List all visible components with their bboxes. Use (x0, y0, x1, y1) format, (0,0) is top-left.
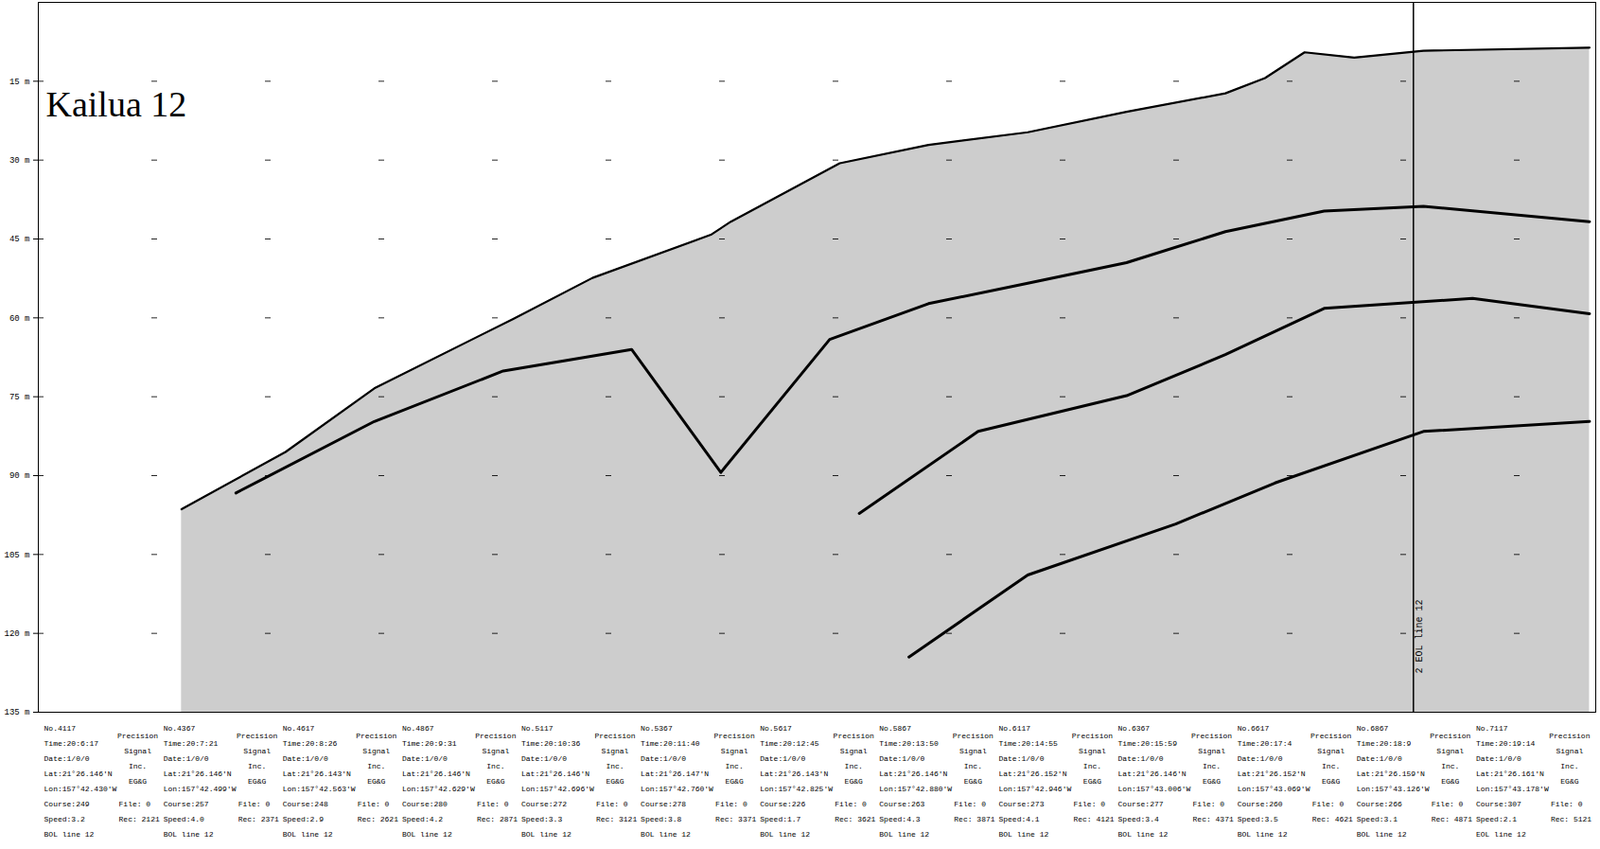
svg-text:15 m: 15 m (9, 77, 31, 88)
svg-text:File: 0Rec: 3371: File: 0Rec: 3371 (715, 799, 757, 824)
svg-text:No.4617Time:20:8:26Date:1/0/0L: No.4617Time:20:8:26Date:1/0/0Lat:21°26.1… (282, 723, 356, 839)
svg-text:PrecisionSignalInc.EG&G: PrecisionSignalInc.EG&G (117, 731, 159, 786)
svg-text:PrecisionSignalInc.EG&G: PrecisionSignalInc.EG&G (952, 731, 994, 786)
svg-text:File: 0Rec: 3621: File: 0Rec: 3621 (834, 799, 876, 824)
svg-text:PrecisionSignalInc.EG&G: PrecisionSignalInc.EG&G (1072, 731, 1113, 786)
svg-text:90 m: 90 m (9, 471, 31, 481)
svg-text:No.4867Time:20:9:31Date:1/0/0L: No.4867Time:20:9:31Date:1/0/0Lat:21°26.1… (402, 723, 475, 839)
svg-text:No.5117Time:20:10:36Date:1/0/0: No.5117Time:20:10:36Date:1/0/0Lat:21°26.… (521, 723, 595, 839)
svg-text:No.5367Time:20:11:40Date:1/0/0: No.5367Time:20:11:40Date:1/0/0Lat:21°26.… (640, 723, 714, 839)
svg-text:105 m: 105 m (3, 550, 30, 561)
svg-text:45 m: 45 m (9, 234, 31, 245)
svg-text:No.4117Time:20:6:17Date:1/0/0L: No.4117Time:20:6:17Date:1/0/0Lat:21°26.1… (44, 723, 118, 839)
svg-text:60 m: 60 m (9, 314, 31, 324)
svg-text:File: 0Rec: 2621: File: 0Rec: 2621 (357, 799, 399, 824)
svg-text:File: 0Rec: 2371: File: 0Rec: 2371 (238, 799, 280, 824)
svg-text:PrecisionSignalInc.EG&G: PrecisionSignalInc.EG&G (594, 731, 635, 786)
svg-text:PrecisionSignalInc.EG&G: PrecisionSignalInc.EG&G (1310, 731, 1352, 786)
svg-text:No.6617Time:20:17:4Date:1/0/0L: No.6617Time:20:17:4Date:1/0/0Lat:21°26.1… (1237, 723, 1311, 839)
svg-text:PrecisionSignalInc.EG&G: PrecisionSignalInc.EG&G (1548, 731, 1590, 786)
svg-text:File: 0Rec: 3871: File: 0Rec: 3871 (953, 799, 995, 824)
svg-text:No.7117Time:20:19:14Date:1/0/0: No.7117Time:20:19:14Date:1/0/0Lat:21°26.… (1476, 723, 1549, 839)
svg-text:File: 0Rec: 4621: File: 0Rec: 4621 (1312, 799, 1354, 824)
svg-text:File: 0Rec: 5121: File: 0Rec: 5121 (1550, 799, 1592, 824)
svg-text:No.6117Time:20:14:55Date:1/0/0: No.6117Time:20:14:55Date:1/0/0Lat:21°26.… (998, 723, 1072, 839)
svg-text:No.5617Time:20:12:45Date:1/0/0: No.5617Time:20:12:45Date:1/0/0Lat:21°26.… (759, 723, 833, 839)
svg-text:Kailua 12: Kailua 12 (46, 84, 188, 124)
svg-text:PrecisionSignalInc.EG&G: PrecisionSignalInc.EG&G (355, 731, 397, 786)
svg-text:File: 0Rec: 4371: File: 0Rec: 4371 (1193, 799, 1234, 824)
svg-text:75 m: 75 m (9, 392, 31, 403)
svg-text:File: 0Rec: 4871: File: 0Rec: 4871 (1431, 799, 1473, 824)
svg-text:PrecisionSignalInc.EG&G: PrecisionSignalInc.EG&G (833, 731, 875, 786)
svg-text:No.4367Time:20:7:21Date:1/0/0L: No.4367Time:20:7:21Date:1/0/0Lat:21°26.1… (163, 723, 237, 839)
svg-text:File: 0Rec: 2871: File: 0Rec: 2871 (476, 799, 518, 824)
svg-text:30 m: 30 m (9, 156, 31, 166)
svg-text:PrecisionSignalInc.EG&G: PrecisionSignalInc.EG&G (236, 731, 278, 786)
svg-text:No.5867Time:20:13:50Date:1/0/0: No.5867Time:20:13:50Date:1/0/0Lat:21°26.… (879, 723, 952, 839)
svg-text:PrecisionSignalInc.EG&G: PrecisionSignalInc.EG&G (713, 731, 755, 786)
svg-text:No.6367Time:20:15:59Date:1/0/0: No.6367Time:20:15:59Date:1/0/0Lat:21°26.… (1118, 723, 1192, 839)
svg-text:2 EOL line 12: 2 EOL line 12 (1414, 598, 1425, 673)
svg-text:PrecisionSignalInc.EG&G: PrecisionSignalInc.EG&G (1191, 731, 1232, 786)
svg-text:135 m: 135 m (3, 707, 30, 718)
svg-text:No.6867Time:20:18:9Date:1/0/0L: No.6867Time:20:18:9Date:1/0/0Lat:21°26.1… (1356, 723, 1430, 839)
svg-text:PrecisionSignalInc.EG&G: PrecisionSignalInc.EG&G (1429, 731, 1471, 786)
svg-text:File: 0Rec: 4121: File: 0Rec: 4121 (1072, 799, 1114, 824)
svg-text:File: 0Rec: 3121: File: 0Rec: 3121 (596, 799, 637, 824)
svg-text:File: 0Rec: 2121: File: 0Rec: 2121 (119, 799, 160, 824)
svg-text:120 m: 120 m (3, 629, 30, 639)
svg-text:PrecisionSignalInc.EG&G: PrecisionSignalInc.EG&G (474, 731, 516, 786)
